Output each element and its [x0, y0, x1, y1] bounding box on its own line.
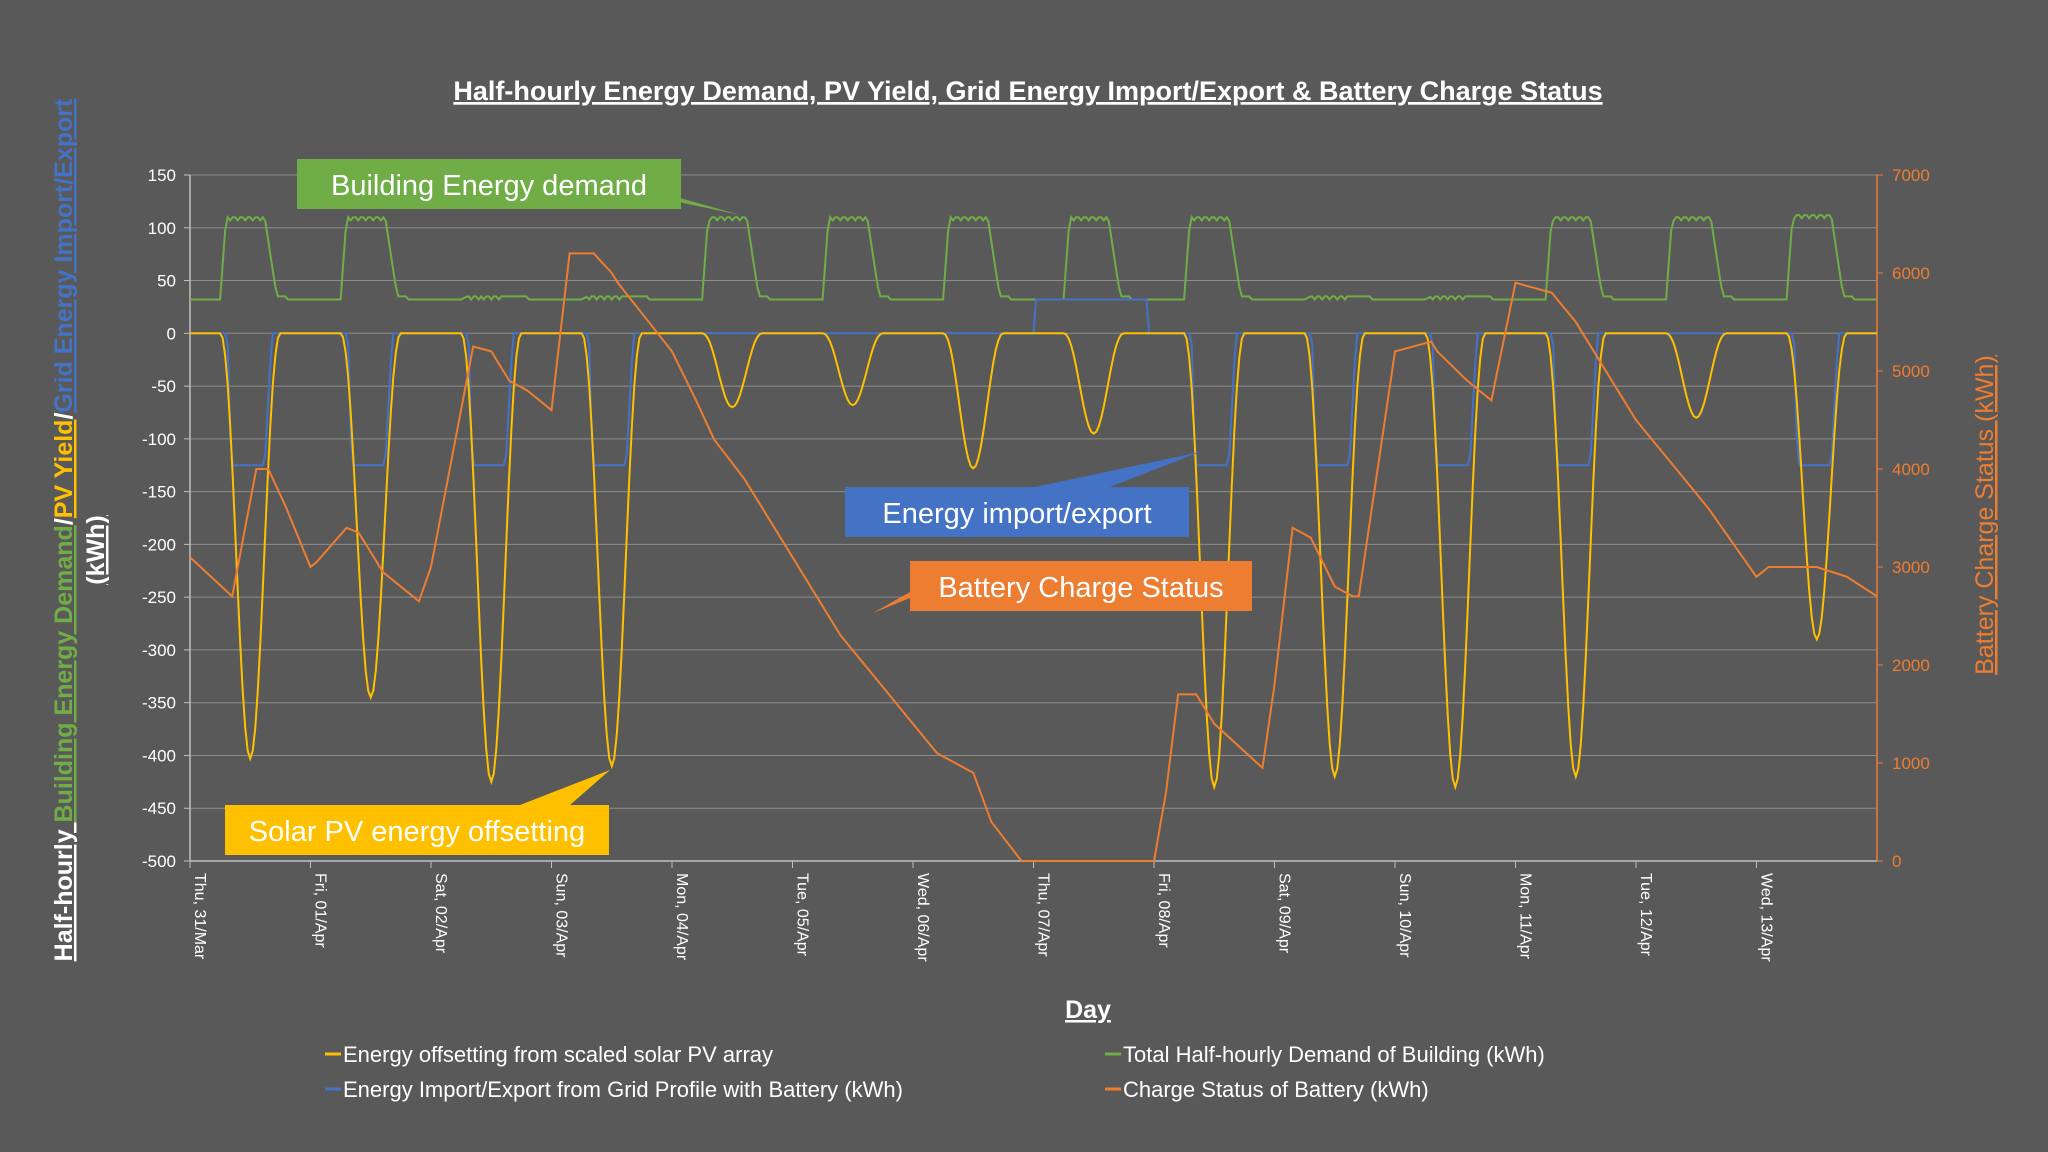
- x-tick-label: Tue, 12/Apr: [1637, 873, 1654, 957]
- right-tick-label: 6000: [1892, 264, 1930, 283]
- series-line-battery: [189, 252, 1878, 862]
- right-tick-label: 1000: [1892, 754, 1930, 773]
- x-tick-label: Sun, 10/Apr: [1396, 873, 1413, 958]
- legend-item-pv: Energy offsetting from scaled solar PV a…: [325, 1042, 773, 1067]
- callout-demand: Building Energy demand: [297, 159, 740, 215]
- y-axis-label-left-unit: (kWh): [82, 515, 110, 584]
- x-tick-label: Sat, 09/Apr: [1276, 873, 1293, 954]
- legend-item-battery: Charge Status of Battery (kWh): [1105, 1077, 1429, 1102]
- callout-pv: Solar PV energy offsetting: [225, 770, 610, 855]
- svg-text:Solar PV energy offsetting: Solar PV energy offsetting: [249, 816, 585, 848]
- legend-item-demand: Total Half-hourly Demand of Building (kW…: [1105, 1042, 1545, 1067]
- y-axis-label-right: Battery Charge Status (kWh): [1971, 355, 1999, 675]
- right-tick-label: 0: [1892, 852, 1901, 871]
- svg-text:Building Energy demand: Building Energy demand: [331, 170, 647, 202]
- x-tick-label: Thu, 31/Mar: [191, 873, 208, 960]
- chart-title: Half-hourly Energy Demand, PV Yield, Gri…: [453, 76, 1602, 106]
- x-tick-label: Fri, 08/Apr: [1155, 873, 1172, 948]
- legend: Energy offsetting from scaled solar PV a…: [325, 1042, 1545, 1102]
- x-tick-label: Fri, 01/Apr: [312, 873, 329, 948]
- right-tick-label: 4000: [1892, 460, 1930, 479]
- left-tick-label: -400: [142, 746, 176, 765]
- left-axis-ticks: 150 100 50 0 -50 -100 -150 -200 -250 -300 -350 -400…: [142, 166, 190, 871]
- left-tick-label: -500: [142, 852, 176, 871]
- x-tick-label: Mon, 11/Apr: [1517, 873, 1534, 960]
- x-tick-label: Wed, 13/Apr: [1758, 873, 1775, 962]
- left-tick-label: 0: [167, 324, 176, 343]
- svg-text:Total Half-hourly Demand of Bu: Total Half-hourly Demand of Building (kW…: [1123, 1042, 1545, 1067]
- right-tick-label: 7000: [1892, 166, 1930, 185]
- x-tick-label: Wed, 06/Apr: [914, 873, 931, 962]
- series-line-pv: [190, 332, 1877, 791]
- x-axis-ticks: Thu, 31/Mar Fri, 01/Apr Sat, 02/Apr Sun, 03…: [189, 861, 1775, 962]
- left-tick-label: -200: [142, 535, 176, 554]
- callout-grid: Energy import/export: [845, 452, 1200, 537]
- legend-item-grid: Energy Import/Export from Grid Profile w…: [325, 1077, 903, 1102]
- left-tick-label: 100: [148, 219, 176, 238]
- svg-text:Charge Status of Battery (kWh): Charge Status of Battery (kWh): [1123, 1077, 1429, 1102]
- series-lines: [189, 214, 1878, 862]
- x-axis-label: Day: [1065, 996, 1111, 1024]
- left-tick-label: -150: [142, 483, 176, 502]
- x-tick-label: Tue, 05/Apr: [794, 873, 811, 957]
- right-axis-ticks: 7000 6000 5000 4000 3000 2000 1000 0: [1877, 166, 1930, 871]
- callout-battery: Battery Charge Status: [873, 561, 1252, 613]
- left-tick-label: -300: [142, 641, 176, 660]
- series-line-demand: [190, 214, 1877, 302]
- left-tick-label: -100: [142, 430, 176, 449]
- x-tick-label: Sat, 02/Apr: [432, 873, 449, 954]
- x-tick-label: Sun, 03/Apr: [553, 873, 570, 958]
- svg-text:Energy import/export: Energy import/export: [882, 498, 1151, 530]
- left-tick-label: -250: [142, 588, 176, 607]
- svg-text:Energy Import/Export from Grid: Energy Import/Export from Grid Profile w…: [343, 1077, 903, 1102]
- right-tick-label: 2000: [1892, 656, 1930, 675]
- left-tick-label: 150: [148, 166, 176, 185]
- left-tick-label: -50: [151, 377, 176, 396]
- y-axis-label-left: Half-hourly Building Energy Demand/PV Yi…: [50, 98, 78, 961]
- svg-text:Energy offsetting from scaled: Energy offsetting from scaled solar PV a…: [343, 1042, 773, 1067]
- right-tick-label: 3000: [1892, 558, 1930, 577]
- x-tick-label: Mon, 04/Apr: [673, 873, 690, 961]
- left-tick-label: -450: [142, 799, 176, 818]
- svg-text:Battery Charge Status: Battery Charge Status: [938, 572, 1223, 604]
- left-tick-label: 50: [157, 272, 176, 291]
- right-tick-label: 5000: [1892, 362, 1930, 381]
- x-tick-label: Thu, 07/Apr: [1035, 873, 1052, 957]
- left-tick-label: -350: [142, 694, 176, 713]
